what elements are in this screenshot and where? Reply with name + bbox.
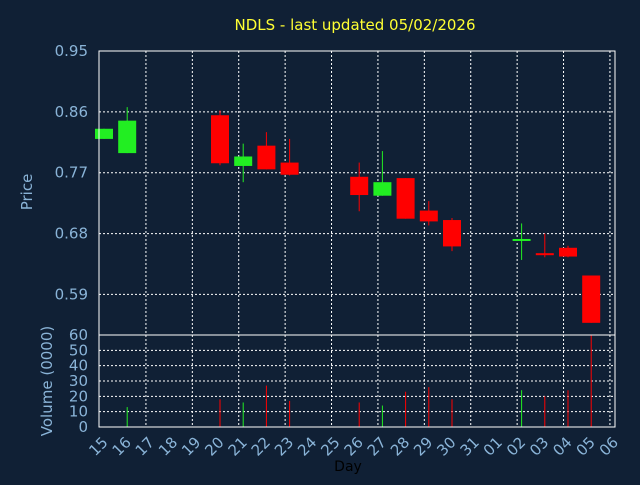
day-axis-label: Day [334,459,362,475]
candle-body-down [419,210,438,222]
volume-tick-label: 0 [78,418,88,436]
volume-tick-label: 50 [69,341,88,359]
candle-body-up [373,182,392,196]
price-tick-label: 0.77 [55,164,88,182]
price-tick-labels: 0.95 0.86 0.77 0.68 0.59 [55,42,88,303]
price-tick-label: 0.68 [55,225,88,243]
volume-axis-label: Volume (0000) [38,326,56,436]
volume-tick-label: 40 [69,357,88,375]
candle-body-down [559,247,577,257]
volume-tick-label: 30 [69,372,88,390]
candle-body-up [234,156,253,166]
price-tick-label: 0.59 [55,285,88,303]
candle-body-down [396,178,415,219]
candle-body-down [280,162,299,175]
price-tick-label: 0.86 [55,103,88,121]
candle-body-down [535,253,554,256]
volume-tick-label: 20 [69,387,88,405]
volume-tick-label: 60 [69,326,88,344]
candle-body-down [211,115,229,164]
price-tick-label: 0.95 [55,42,88,60]
candle-body-up [118,120,137,154]
day-tick-labels: 1516171819202122232425262728293031010203… [85,433,622,459]
volume-panel-frame [98,334,616,428]
candle-body-down [350,176,369,196]
candle-body-up [95,128,113,139]
volume-tick-label: 10 [69,403,88,421]
volume-bar-series [126,335,592,427]
candle-body-up [512,238,531,241]
candlestick-series [95,107,601,323]
price-axis-label: Price [18,174,36,211]
volume-gridlines [99,335,615,427]
candle-body-down [257,145,276,170]
chart-title: NDLS - last updated 05/02/2026 [234,16,475,34]
candle-body-down [443,220,461,247]
candle-body-down [582,275,601,323]
